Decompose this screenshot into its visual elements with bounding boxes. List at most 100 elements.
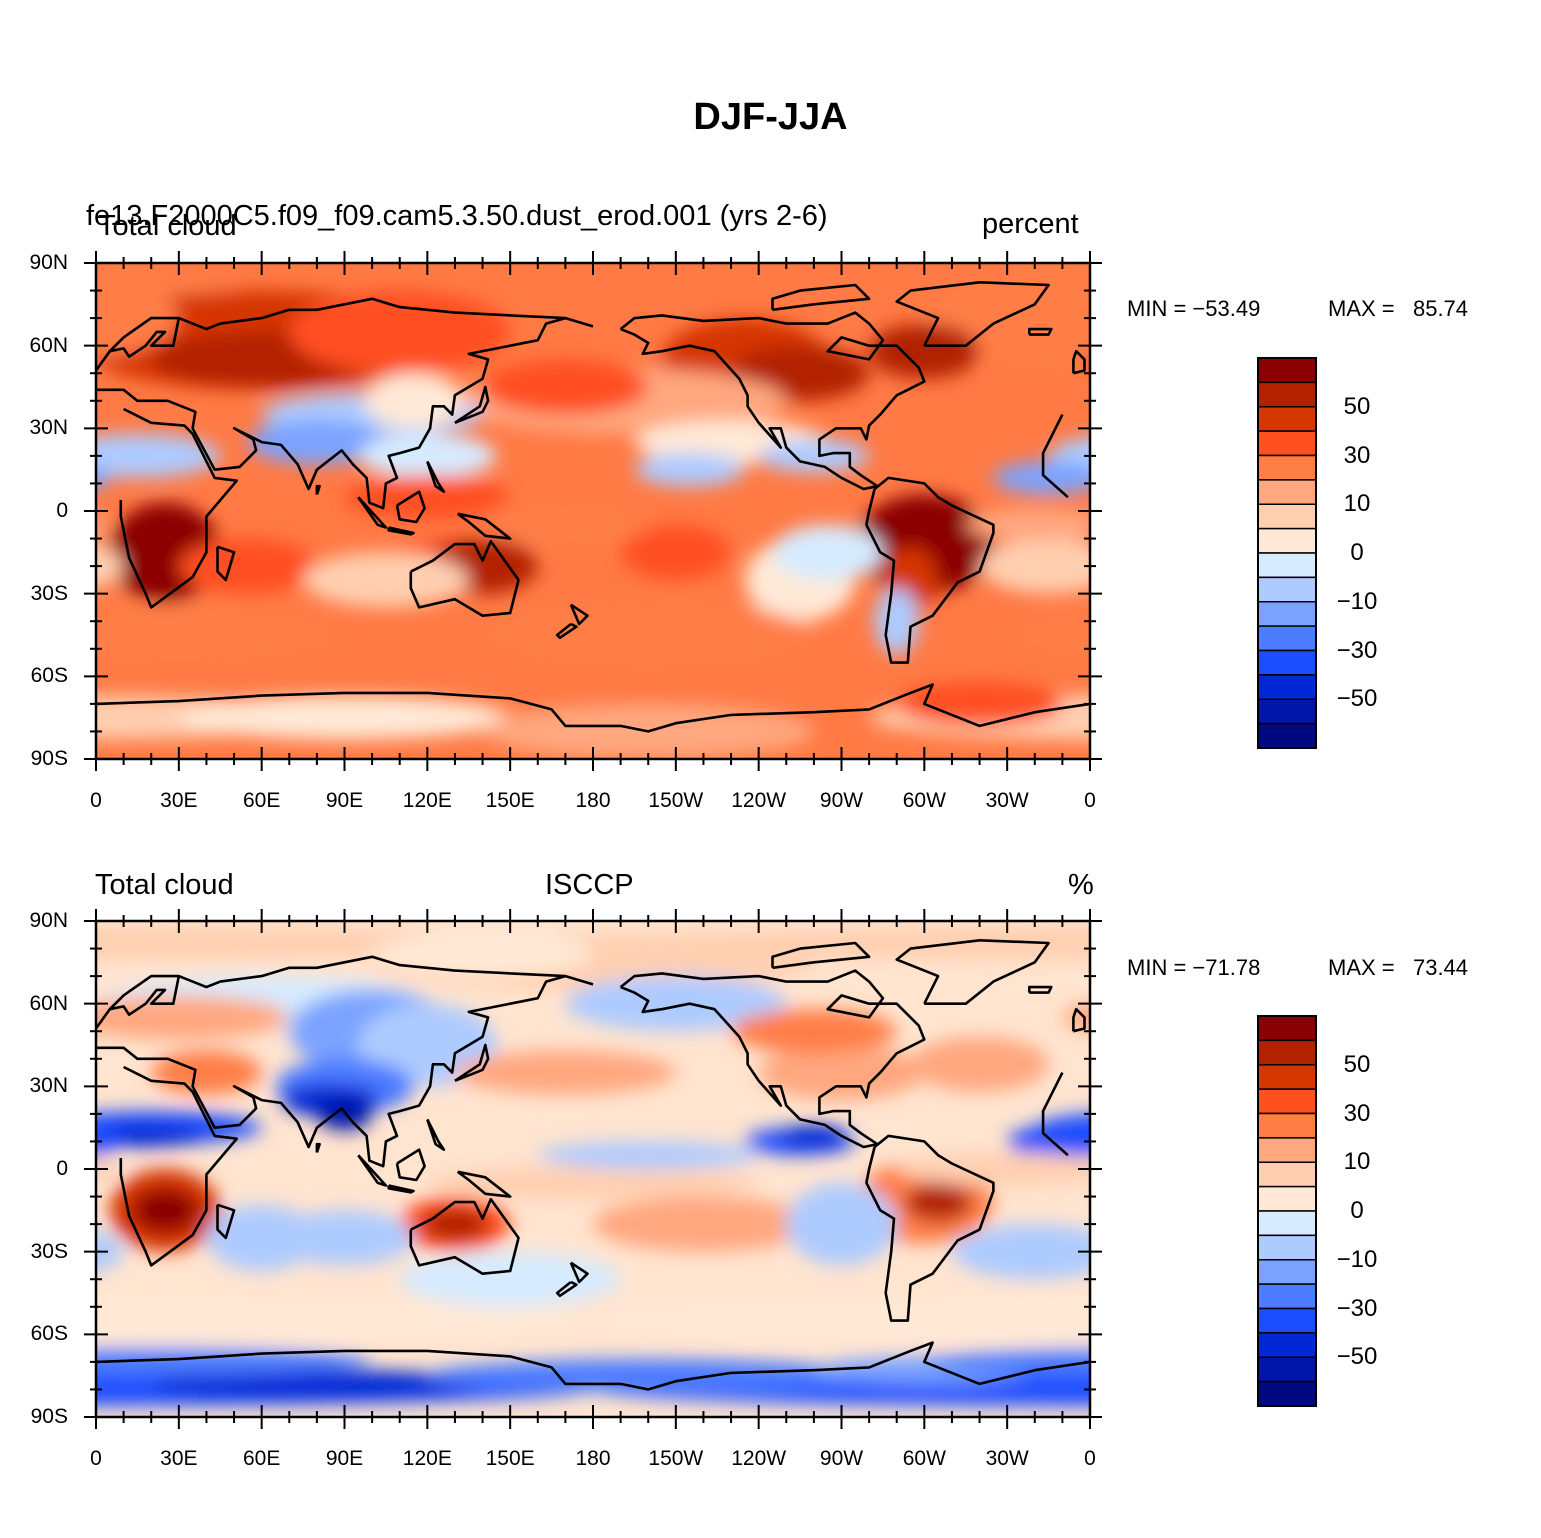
coastline: [426, 460, 446, 493]
lat-label: 90S: [30, 747, 68, 770]
coastline: [619, 969, 926, 1149]
panel2-right-title: %: [1068, 869, 1094, 901]
field-region: [1126, 1188, 1192, 1232]
field-region: [96, 1348, 373, 1376]
coastline: [1028, 985, 1053, 994]
colorbar-swatch: [1257, 1283, 1317, 1310]
lon-label: 0: [90, 1447, 102, 1470]
lon-label: 150W: [648, 789, 704, 812]
field-region: [482, 359, 649, 415]
colorbar-swatch: [1257, 674, 1317, 700]
lon-label: 180: [575, 1447, 611, 1470]
panel1-right-title: percent: [982, 208, 1079, 240]
map-axes: [84, 251, 1102, 1429]
field-region: [1145, 332, 1366, 387]
colorbar-swatch: [1257, 357, 1317, 384]
field-region: [363, 373, 464, 429]
colorbar-swatch: [1257, 601, 1317, 627]
colorbar-swatch: [1257, 1307, 1317, 1334]
field-region: [0, 682, 68, 726]
field-region: [275, 1210, 414, 1266]
colorbar-swatch: [1257, 1332, 1317, 1358]
lat-label: 90S: [30, 1405, 68, 1428]
lon-label: 0: [1084, 789, 1096, 812]
coastline: [109, 317, 181, 358]
colorbar-swatch: [1257, 1185, 1317, 1212]
coastline: [865, 1134, 995, 1322]
lon-label: 180: [575, 789, 611, 812]
field-region: [151, 1370, 483, 1398]
lon-label: 90E: [325, 1447, 364, 1470]
field-region: [96, 1127, 124, 1156]
field-region: [993, 461, 1090, 495]
coastline: [771, 941, 871, 970]
field-region: [874, 588, 919, 655]
lon-label: 150E: [485, 1447, 535, 1470]
colorbars: [1257, 357, 1317, 1407]
field-region: [131, 1188, 199, 1233]
colorbar-label: 10: [1343, 490, 1371, 518]
colorbar-swatch: [1257, 1015, 1317, 1042]
field-region: [772, 524, 883, 580]
coastline: [409, 540, 520, 617]
lon-label: 120W: [731, 789, 787, 812]
colorbar-swatch: [1257, 381, 1317, 408]
field-region: [399, 1251, 621, 1307]
field-region: [565, 976, 787, 1032]
colorbar-swatch: [1257, 527, 1317, 554]
lon-label: 60W: [902, 1447, 946, 1470]
field-region: [951, 276, 1090, 360]
lat-label: 60S: [30, 664, 68, 688]
colorbar-swatch: [1257, 649, 1317, 676]
colorbar-swatch: [1257, 1380, 1317, 1407]
field-region: [96, 544, 124, 589]
colorbar-label: −50: [1336, 1343, 1378, 1371]
field-region: [96, 1231, 124, 1273]
lon-label: 0: [90, 789, 102, 812]
lon-label: 120W: [731, 1447, 787, 1470]
panel1-map: [0, 263, 1366, 759]
coastline: [865, 476, 995, 664]
coastline: [119, 1065, 1069, 1267]
colorbar-label: 10: [1343, 1148, 1371, 1176]
colorbar-swatch: [1257, 1088, 1317, 1115]
field-region: [96, 467, 110, 489]
field-region: [1090, 976, 1421, 1031]
field-region: [634, 453, 745, 487]
field-region: [951, 1224, 1090, 1280]
field-region: [96, 995, 290, 1040]
field-region: [1007, 611, 1090, 659]
coastline: [456, 1170, 512, 1198]
lat-label: 60S: [30, 1322, 68, 1346]
panel1-overlay-title: fe13.F2000C5.f09_f09.cam5.3.50.dust_erod…: [86, 200, 828, 232]
field-region: [482, 502, 649, 547]
colorbar-label: 50: [1343, 392, 1371, 420]
field-region: [979, 538, 1090, 594]
field-region: [1145, 517, 1211, 561]
field-region: [869, 323, 980, 379]
field-region: [910, 1036, 1049, 1092]
coastline: [357, 1154, 388, 1187]
field-region: [1007, 1124, 1090, 1158]
colorbar-swatch: [1257, 698, 1317, 725]
colorbar-label: 50: [1343, 1050, 1371, 1078]
colorbar-swatch: [1257, 1039, 1317, 1066]
field-region: [965, 508, 1090, 542]
coastline: [315, 1142, 321, 1153]
lat-label: 60N: [29, 991, 68, 1015]
field-region: [1145, 1051, 1255, 1095]
coastline: [895, 281, 1050, 347]
field-region: [96, 1124, 207, 1147]
field-region: [96, 1158, 124, 1180]
colorbar-swatch: [1257, 1259, 1317, 1285]
field-region: [303, 552, 469, 608]
colorbar-swatch: [1257, 722, 1317, 749]
field-region: [1104, 503, 1214, 602]
colorbar-label: 30: [1343, 1099, 1371, 1127]
coastline: [454, 1043, 490, 1083]
lon-label: 120E: [402, 789, 452, 812]
panel1-left-title: Total cloud: [98, 210, 237, 242]
coastline: [569, 603, 589, 626]
field-region: [758, 1045, 925, 1101]
lon-label: 90W: [819, 1447, 864, 1470]
